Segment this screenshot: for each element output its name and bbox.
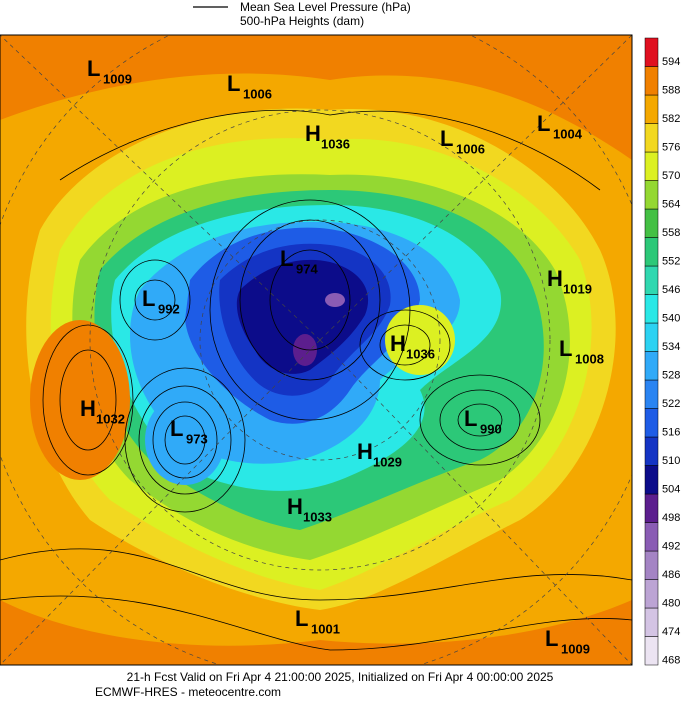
field-492 bbox=[325, 293, 345, 307]
center-letter: L bbox=[464, 406, 477, 431]
colorbar-label: 558 bbox=[662, 227, 680, 239]
center-letter: H bbox=[547, 266, 563, 291]
colorbar-label: 528 bbox=[662, 370, 680, 382]
center-letter: H bbox=[80, 396, 96, 421]
center-value: 973 bbox=[186, 431, 208, 446]
center-letter: L bbox=[170, 416, 183, 441]
isobars bbox=[0, 109, 632, 651]
colorbar-box bbox=[644, 436, 659, 466]
map-fields bbox=[0, 35, 632, 665]
colorbar-label: 480 bbox=[662, 598, 680, 610]
colorbar-box bbox=[644, 351, 659, 381]
colorbar-box bbox=[644, 151, 659, 181]
colorbar-label: 564 bbox=[662, 199, 680, 211]
center-letter: L bbox=[295, 606, 308, 631]
colorbar-label: 588 bbox=[662, 85, 680, 97]
colorbar-box bbox=[644, 322, 659, 352]
colorbar-box bbox=[644, 465, 659, 495]
colorbar-label: 468 bbox=[662, 655, 680, 667]
ridge-region bbox=[385, 305, 455, 375]
colorbar-box bbox=[644, 123, 659, 153]
center-value: 1036 bbox=[406, 346, 435, 361]
colorbar-box bbox=[644, 493, 659, 523]
colorbar-box bbox=[644, 550, 659, 580]
colorbar-label: 516 bbox=[662, 427, 680, 439]
center-value: 1033 bbox=[303, 509, 332, 524]
colorbar-box bbox=[644, 607, 659, 637]
colorbar-box bbox=[644, 66, 659, 96]
colorbar-label: 594 bbox=[662, 56, 680, 68]
center-value: 1009 bbox=[561, 641, 590, 656]
colorbar-box bbox=[644, 636, 659, 666]
colorbar-label: 540 bbox=[662, 313, 680, 325]
center-value: 1036 bbox=[321, 136, 350, 151]
center-value: 1019 bbox=[563, 281, 592, 296]
colorbar-box bbox=[644, 522, 659, 552]
low-region bbox=[440, 390, 520, 450]
colorbar-label: 510 bbox=[662, 455, 680, 467]
center-value: 1006 bbox=[456, 141, 485, 156]
colorbar-label: 552 bbox=[662, 256, 680, 268]
colorbar-box bbox=[644, 408, 659, 438]
legend-text: 500-hPa Heights (dam) bbox=[240, 14, 364, 28]
footer-text: ECMWF-HRES - meteocentre.com bbox=[95, 685, 281, 699]
center-value: 1009 bbox=[103, 71, 132, 86]
colorbar-box bbox=[644, 237, 659, 267]
center-value: 1032 bbox=[96, 411, 125, 426]
colorbar-label: 582 bbox=[662, 113, 680, 125]
colorbar-label: 570 bbox=[662, 170, 680, 182]
center-letter: H bbox=[357, 439, 373, 464]
field-504 bbox=[236, 259, 369, 374]
center-letter: H bbox=[287, 494, 303, 519]
colorbar-label: 474 bbox=[662, 626, 680, 638]
colorbar-box bbox=[644, 180, 659, 210]
colorbar-box bbox=[644, 294, 659, 324]
low-region bbox=[145, 395, 225, 485]
colorbar-box bbox=[644, 265, 659, 295]
center-value: 990 bbox=[480, 421, 502, 436]
latitude-circles bbox=[0, 35, 632, 665]
center-value: 1004 bbox=[553, 126, 583, 141]
center-value: 1008 bbox=[575, 351, 604, 366]
map bbox=[0, 34, 633, 666]
colorbar-box bbox=[644, 379, 659, 409]
colorbar-box bbox=[644, 208, 659, 238]
center-value: 1001 bbox=[311, 621, 340, 636]
legend-text: Mean Sea Level Pressure (hPa) bbox=[240, 0, 411, 14]
center-value: 992 bbox=[158, 301, 180, 316]
center-value: 1006 bbox=[243, 86, 272, 101]
colorbar: 468 474 480 486 492 498 504 510 516 522 528 534 540 5… bbox=[644, 37, 680, 667]
colorbar-label: 522 bbox=[662, 398, 680, 410]
map-frame bbox=[0, 34, 633, 666]
colorbar-box bbox=[644, 94, 659, 124]
center-letter: L bbox=[440, 126, 453, 151]
colorbar-label: 546 bbox=[662, 284, 680, 296]
center-letter: L bbox=[280, 246, 293, 271]
center-value: 1029 bbox=[373, 454, 402, 469]
colorbar-label: 576 bbox=[662, 142, 680, 154]
center-letter: H bbox=[390, 331, 406, 356]
center-letter: L bbox=[227, 71, 240, 96]
colorbar-label: 492 bbox=[662, 541, 680, 553]
center-letter: L bbox=[87, 56, 100, 81]
center-letter: L bbox=[142, 286, 155, 311]
colorbar-label: 486 bbox=[662, 569, 680, 581]
center-letter: L bbox=[545, 626, 558, 651]
footer-text: 21-h Fcst Valid on Fri Apr 4 21:00:00 20… bbox=[127, 670, 554, 684]
center-value: 974 bbox=[296, 261, 318, 276]
center-letter: L bbox=[537, 111, 550, 136]
colorbar-label: 498 bbox=[662, 512, 680, 524]
center-letter: H bbox=[305, 121, 321, 146]
colorbar-label: 534 bbox=[662, 341, 680, 353]
colorbar-box bbox=[644, 579, 659, 609]
colorbar-box bbox=[644, 37, 659, 67]
center-letter: L bbox=[559, 336, 572, 361]
colorbar-label: 504 bbox=[662, 484, 680, 496]
